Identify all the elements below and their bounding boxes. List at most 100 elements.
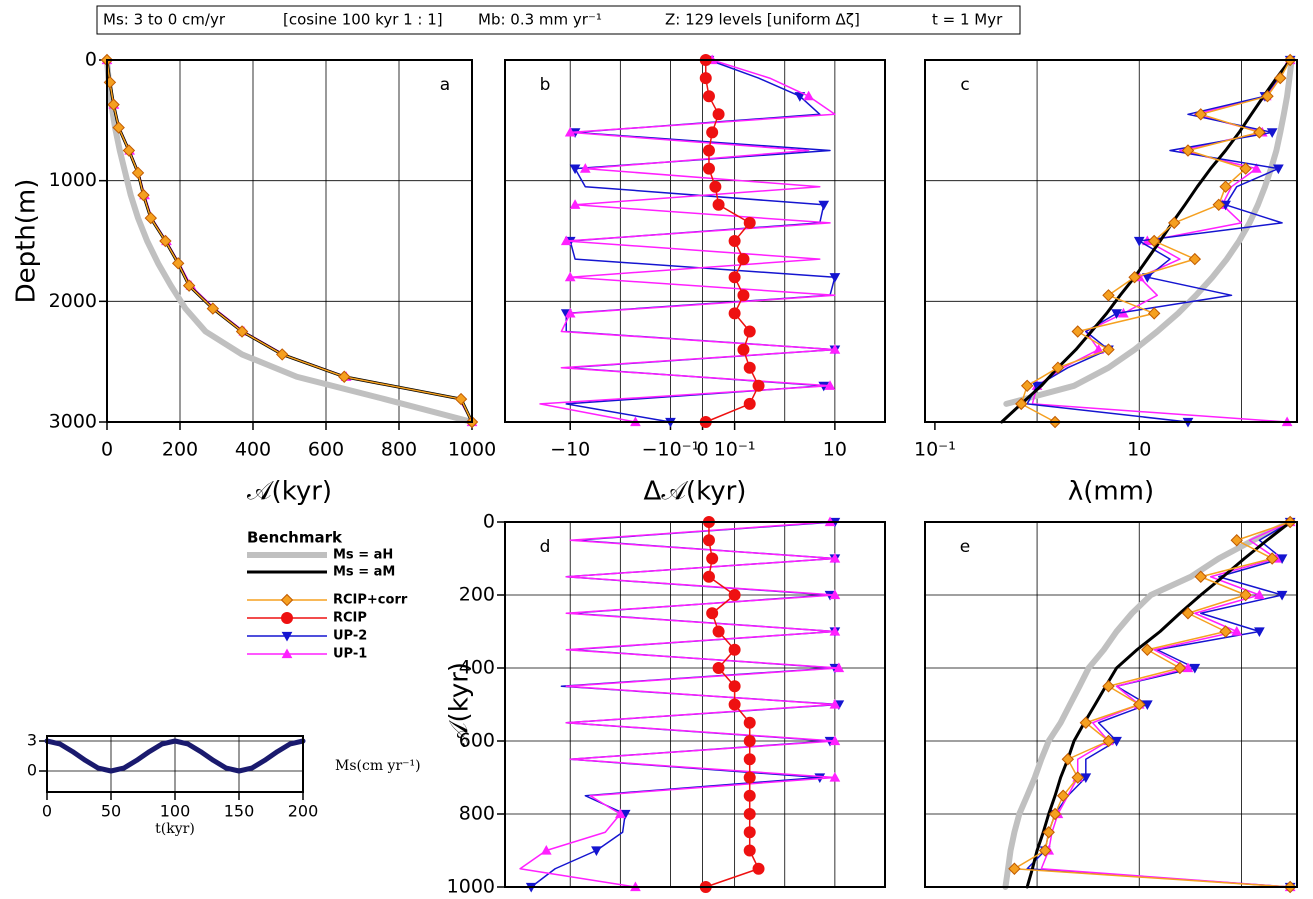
y-tick-label: 0 [85,49,97,71]
series-marker [743,325,756,338]
x-tick-label: 1000 [448,439,496,461]
series-marker [1265,552,1279,565]
series-marker [1071,771,1084,784]
series-marker [728,698,741,711]
series-marker [1141,700,1153,711]
series-marker [171,257,185,270]
panel-letter: d [540,537,551,557]
y-tick-label: 3 [27,731,37,750]
series-marker [1239,588,1252,602]
series-marker [712,198,725,211]
series-marker [1194,108,1207,121]
series-marker [743,397,756,410]
y-tick-label: 0 [483,511,495,533]
series-marker [275,348,289,361]
x-tick-label: 0 [42,802,52,821]
series-marker [454,392,468,406]
series-marker [1168,216,1181,230]
header-field: t = 1 Myr [932,11,1003,29]
series-marker [803,90,815,101]
x-tick-label: 200 [162,439,198,461]
y-tick-label: 1000 [447,876,495,898]
series-marker [1261,89,1274,103]
series-line [565,59,836,423]
series-marker [829,273,841,283]
series-marker [1056,789,1070,802]
axes-frame [504,521,886,888]
y-axis-label: Ms(cm yr⁻¹) [335,758,421,774]
header-field: Ms: 3 to 0 cm/yr [103,11,226,29]
series-marker [614,808,626,819]
legend-label: UP-2 [333,629,367,644]
series-marker [1133,236,1145,247]
series-marker [1102,734,1115,748]
y-tick-label: 200 [459,584,495,606]
series-marker [560,235,572,246]
x-tick-label: 10⁻¹ [714,439,756,461]
series-marker [1231,625,1243,636]
series-marker [702,162,715,175]
series-marker [1111,736,1122,747]
series-marker [712,108,725,121]
series-marker [1102,680,1115,693]
series-marker [728,680,741,693]
series-marker [737,343,750,356]
legend-label: Ms = aH [333,548,393,563]
x-tick-label: −10 [550,439,590,461]
series-marker [743,753,756,766]
series-marker [1250,163,1262,173]
series-marker [107,98,120,111]
series-marker [1015,397,1028,411]
series-marker [564,271,576,282]
x-tick-label: 150 [224,802,255,821]
series-marker [540,844,552,855]
series-marker [1133,698,1146,711]
y-tick-label: 600 [459,730,495,752]
series-marker [1194,570,1207,583]
y-axis-label: Depth(m) [12,179,42,304]
series-marker [1080,773,1092,784]
series-marker [1274,71,1287,85]
series-marker [752,862,765,875]
series-line [519,521,840,888]
series-marker [728,307,741,320]
series-marker [743,361,756,374]
panel-letter: e [960,537,970,557]
series-marker [728,271,741,284]
series-marker [1219,180,1232,193]
series-marker [1254,627,1265,638]
series-marker [743,735,756,747]
series-line [1013,521,1291,888]
series-marker [706,552,719,565]
series-line [104,57,475,425]
series-marker [818,200,830,211]
series-marker [1102,289,1115,302]
series-marker [144,211,158,225]
series-marker [1141,643,1154,656]
legend-marker [280,593,294,607]
x-axis-label: 𝒜(kyr) [247,477,332,507]
series-line [530,521,840,888]
y-tick-label: 800 [459,803,495,825]
x-tick-label: 600 [308,439,344,461]
header-field: [cosine 100 kyr 1 : 1] [283,11,443,29]
legend-label: Ms = aM [333,565,395,580]
series-marker [752,379,765,392]
series-line [1003,57,1295,407]
series-marker [1147,234,1161,248]
series-marker [743,844,756,857]
x-axis-label: λ(mm) [1068,477,1154,507]
axes-frame [924,59,1298,423]
series-marker [131,166,145,180]
series-marker [1189,663,1201,674]
series-line [539,59,836,423]
x-axis-label: Δ𝒜(kyr) [644,477,747,507]
series-line [1040,521,1291,888]
x-tick-label: −10⁻¹ [642,439,700,461]
legend-label: UP-1 [333,647,367,662]
header-field: Z: 129 levels [uniform Δζ] [665,11,860,29]
series-marker [1038,844,1052,857]
series-marker [1173,661,1187,675]
series-marker [1253,126,1266,139]
